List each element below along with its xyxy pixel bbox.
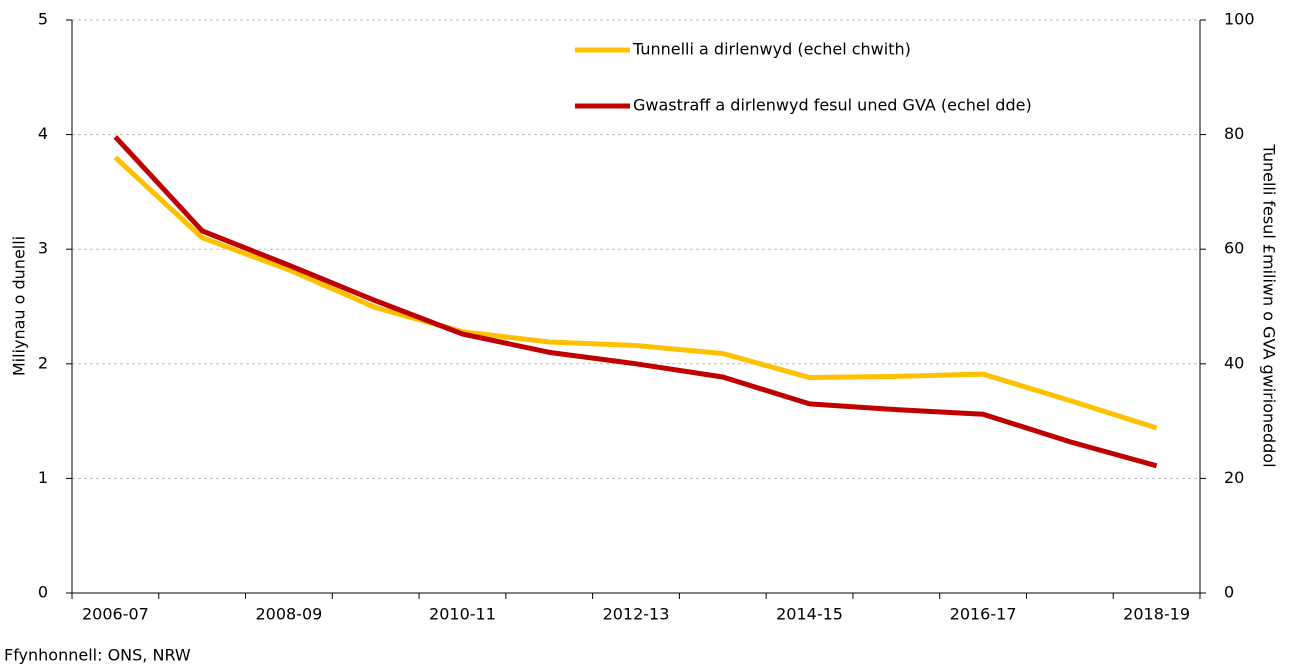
series-line xyxy=(113,155,1158,431)
legend-label: Tunnelli a dirlenwyd (echel chwith) xyxy=(632,40,911,59)
source: Ffynhonnell: ONS, NRW xyxy=(4,646,191,665)
y2-tick-label: 100 xyxy=(1224,10,1255,29)
y-axis-label: Miliynau o dunelli xyxy=(10,236,29,376)
x-tick-label: 2006-07 xyxy=(82,605,149,624)
y-tick-label: 1 xyxy=(38,468,48,487)
y-tick-label: 4 xyxy=(38,124,48,143)
y-tick-label: 5 xyxy=(38,10,48,29)
y2-axis-label: Tunelli fesul £miliwn o GVA gwirioneddol xyxy=(1260,143,1279,467)
y-tick-label: 0 xyxy=(38,583,48,602)
x-tick-label: 2014-15 xyxy=(776,605,843,624)
x-tick-label: 2016-17 xyxy=(950,605,1017,624)
x-tick-label: 2010-11 xyxy=(429,605,496,624)
y2-tick-label: 40 xyxy=(1224,353,1244,372)
x-tick-label: 2012-13 xyxy=(603,605,670,624)
legend-label: Gwastraff a dirlenwyd fesul uned GVA (ec… xyxy=(633,96,1032,115)
x-tick-label: 2008-09 xyxy=(255,605,322,624)
y-tick-label: 2 xyxy=(38,353,48,372)
y2-tick-label: 20 xyxy=(1224,468,1244,487)
x-tick-label: 2018-19 xyxy=(1123,605,1190,624)
series-line xyxy=(113,135,1158,469)
y2-tick-label: 60 xyxy=(1224,239,1244,258)
y-tick-label: 3 xyxy=(38,239,48,258)
y2-tick-label: 80 xyxy=(1224,124,1244,143)
y2-tick-label: 0 xyxy=(1224,583,1234,602)
